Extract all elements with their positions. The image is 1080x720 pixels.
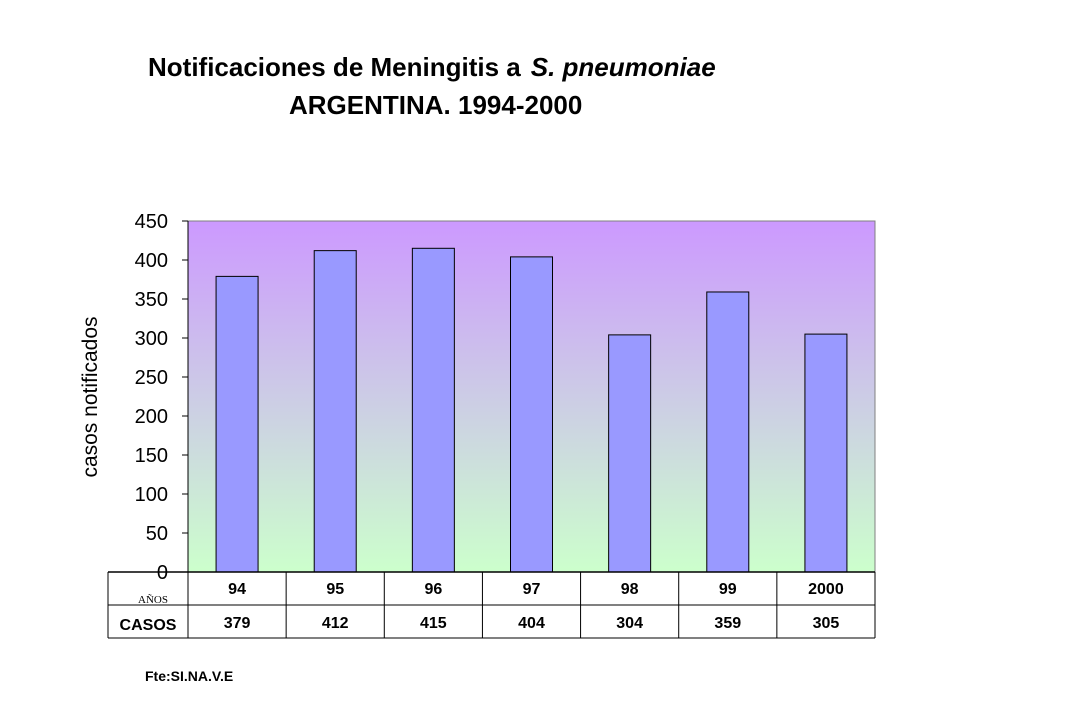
y-tick-label: 0 (157, 562, 168, 584)
y-axis-label: casos notificados (79, 316, 102, 477)
table-row-label: CASOS (120, 617, 177, 634)
data-label: 404 (518, 615, 545, 632)
bar-98 (608, 334, 652, 573)
data-label: 359 (714, 615, 741, 632)
source-note: Fte:SI.NA.V.E (145, 668, 234, 684)
y-tick-label: 250 (135, 367, 168, 389)
data-label: 305 (813, 615, 840, 632)
bar-95 (313, 250, 357, 573)
chart-title-line-2: ARGENTINA. 1994-2000 (289, 90, 583, 120)
x-tick-label: 96 (424, 581, 442, 598)
x-tick-label: 99 (719, 581, 737, 598)
chart-title-organism: S. pneumoniae (530, 52, 716, 82)
chart-title-main: Notificaciones de Meningitis a (148, 52, 521, 82)
y-tick-label: 350 (135, 289, 168, 311)
bar-94 (215, 275, 259, 573)
y-tick-label: 100 (135, 484, 168, 506)
x-tick-label: 2000 (808, 581, 844, 598)
y-tick-label: 450 (135, 211, 168, 233)
x-tick-label: 94 (228, 581, 246, 598)
chart-title-line-1: Notificaciones de Meningitis a S. pneumon… (148, 52, 716, 83)
bar-97 (510, 256, 553, 573)
x-tick-label: 97 (523, 581, 541, 598)
x-axis-label: AÑOS (138, 594, 168, 606)
x-tick-label: 98 (621, 581, 639, 598)
y-tick-label: 200 (135, 406, 168, 428)
data-label: 379 (224, 615, 251, 632)
y-tick-label: 400 (135, 250, 168, 272)
data-label: 304 (616, 615, 643, 632)
bar-96 (411, 247, 455, 573)
y-tick-label: 300 (135, 328, 168, 350)
bar-2000 (804, 333, 848, 573)
x-tick-label: 95 (326, 581, 344, 598)
data-label: 412 (322, 615, 349, 632)
data-label: 415 (420, 615, 447, 632)
bar-99 (706, 291, 750, 573)
y-tick-label: 150 (135, 445, 168, 467)
y-tick-label: 50 (146, 523, 168, 545)
